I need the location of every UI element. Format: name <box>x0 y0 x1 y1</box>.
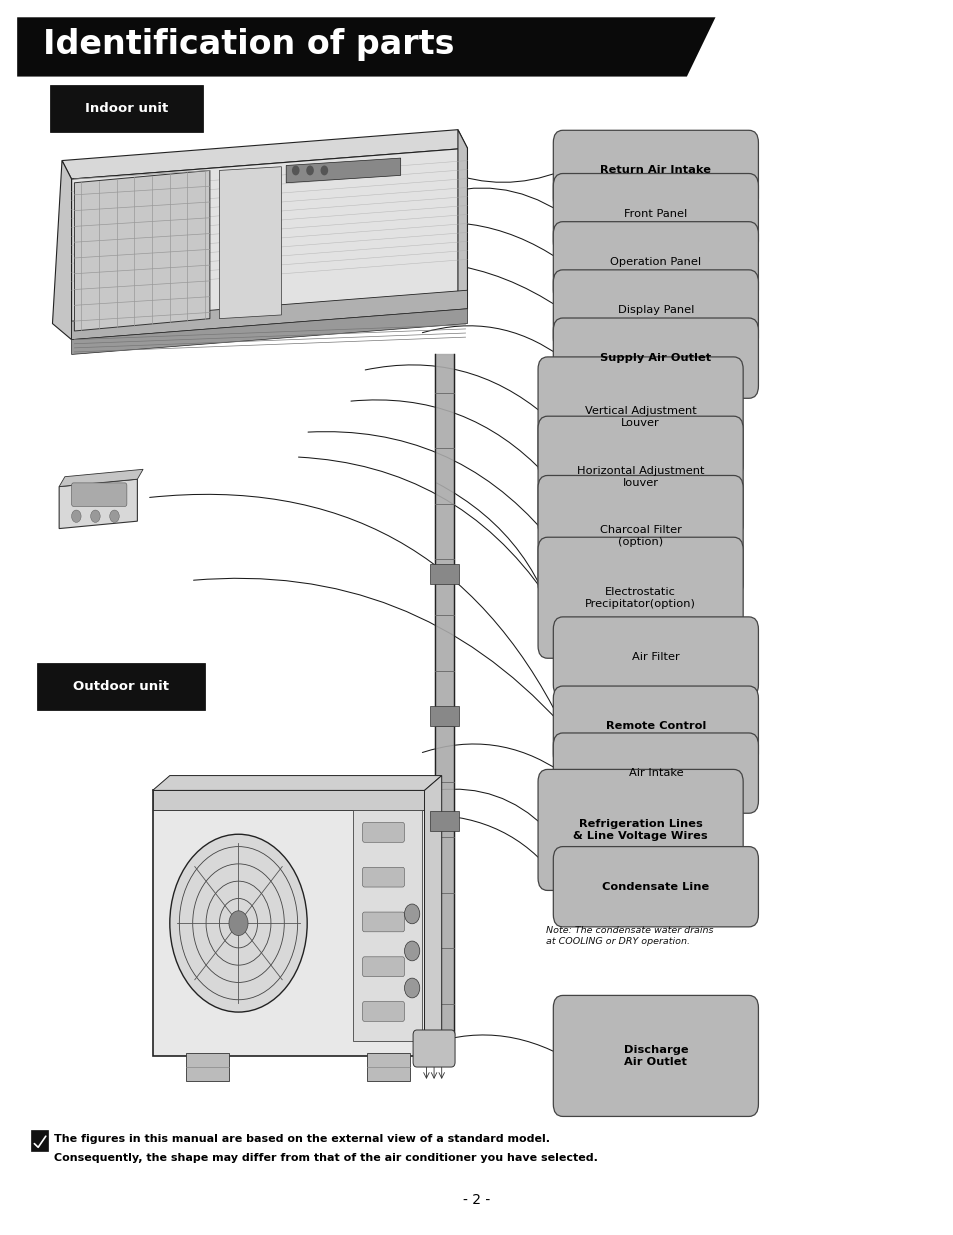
Polygon shape <box>59 469 143 487</box>
FancyBboxPatch shape <box>430 811 458 831</box>
Text: Note: The condensate water drains
at COOLING or DRY operation.: Note: The condensate water drains at COO… <box>545 926 713 946</box>
Circle shape <box>170 835 307 1013</box>
FancyBboxPatch shape <box>553 687 758 766</box>
Circle shape <box>306 165 314 175</box>
Text: Discharge
Air Outlet: Discharge Air Outlet <box>623 1045 687 1067</box>
Polygon shape <box>457 130 467 309</box>
FancyBboxPatch shape <box>152 790 424 810</box>
Circle shape <box>110 510 119 522</box>
FancyBboxPatch shape <box>537 416 742 537</box>
Text: - 2 -: - 2 - <box>463 1193 490 1208</box>
FancyBboxPatch shape <box>553 618 758 697</box>
Text: Front Panel: Front Panel <box>623 209 687 219</box>
FancyBboxPatch shape <box>553 847 758 926</box>
Text: Outdoor unit: Outdoor unit <box>73 680 169 693</box>
Polygon shape <box>17 17 715 77</box>
FancyBboxPatch shape <box>553 174 758 254</box>
Text: Indoor unit: Indoor unit <box>85 103 168 115</box>
Polygon shape <box>219 167 281 319</box>
FancyBboxPatch shape <box>553 269 758 351</box>
FancyBboxPatch shape <box>537 475 742 597</box>
Text: Return Air Intake: Return Air Intake <box>599 165 711 175</box>
FancyBboxPatch shape <box>186 1053 229 1081</box>
Text: Supply Air Outlet: Supply Air Outlet <box>599 353 711 363</box>
FancyBboxPatch shape <box>413 1030 455 1067</box>
Text: Identification of parts: Identification of parts <box>43 28 454 61</box>
Text: Vertical Adjustment
Louver: Vertical Adjustment Louver <box>584 406 696 429</box>
FancyBboxPatch shape <box>362 911 404 931</box>
Polygon shape <box>52 161 71 340</box>
Text: Condensate Line: Condensate Line <box>601 882 709 892</box>
FancyBboxPatch shape <box>430 564 458 584</box>
FancyBboxPatch shape <box>553 319 758 398</box>
Text: Air Filter: Air Filter <box>631 652 679 662</box>
Circle shape <box>320 165 328 175</box>
Text: Display Panel: Display Panel <box>617 305 694 315</box>
Polygon shape <box>59 479 137 529</box>
Polygon shape <box>71 290 467 340</box>
FancyBboxPatch shape <box>430 706 458 726</box>
Text: The figures in this manual are based on the external view of a standard model.: The figures in this manual are based on … <box>54 1134 550 1144</box>
Text: Charcoal Filter
(option): Charcoal Filter (option) <box>599 525 680 547</box>
Polygon shape <box>71 309 467 354</box>
FancyBboxPatch shape <box>362 823 404 842</box>
FancyBboxPatch shape <box>553 222 758 303</box>
FancyBboxPatch shape <box>537 537 742 658</box>
FancyBboxPatch shape <box>367 1053 410 1081</box>
Polygon shape <box>71 148 467 327</box>
Circle shape <box>404 978 419 998</box>
Text: Refrigeration Lines
& Line Voltage Wires: Refrigeration Lines & Line Voltage Wires <box>573 819 707 841</box>
FancyBboxPatch shape <box>362 1002 404 1021</box>
Text: Electrostatic
Precipitator(option): Electrostatic Precipitator(option) <box>584 587 696 609</box>
FancyBboxPatch shape <box>31 1130 48 1151</box>
FancyBboxPatch shape <box>152 790 424 1056</box>
Polygon shape <box>62 130 467 179</box>
FancyBboxPatch shape <box>37 663 205 710</box>
Circle shape <box>404 904 419 924</box>
Circle shape <box>91 510 100 522</box>
Text: Remote Control: Remote Control <box>605 721 705 731</box>
FancyBboxPatch shape <box>537 357 742 478</box>
FancyBboxPatch shape <box>362 867 404 887</box>
Circle shape <box>71 510 81 522</box>
FancyBboxPatch shape <box>353 810 421 1041</box>
FancyBboxPatch shape <box>553 131 758 210</box>
FancyBboxPatch shape <box>537 769 742 890</box>
Polygon shape <box>152 776 441 790</box>
FancyBboxPatch shape <box>553 734 758 814</box>
FancyBboxPatch shape <box>71 483 127 506</box>
FancyBboxPatch shape <box>553 995 758 1116</box>
Polygon shape <box>74 170 210 331</box>
Circle shape <box>229 911 248 936</box>
Text: Consequently, the shape may differ from that of the air conditioner you have sel: Consequently, the shape may differ from … <box>54 1153 598 1163</box>
Polygon shape <box>286 158 400 183</box>
FancyBboxPatch shape <box>50 85 203 132</box>
Polygon shape <box>424 776 441 1056</box>
Circle shape <box>404 941 419 961</box>
Circle shape <box>292 165 299 175</box>
Text: Horizontal Adjustment
louver: Horizontal Adjustment louver <box>577 466 703 488</box>
Text: Air Intake: Air Intake <box>628 768 682 778</box>
FancyBboxPatch shape <box>362 957 404 977</box>
Text: Operation Panel: Operation Panel <box>610 257 700 267</box>
